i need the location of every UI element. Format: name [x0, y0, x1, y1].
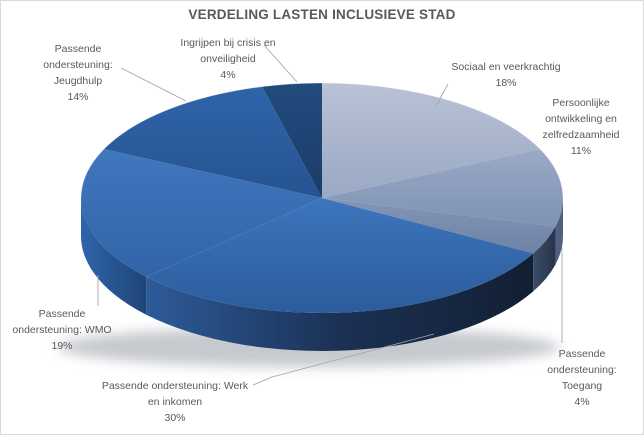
slice-label-jeugdhulp: Passende ondersteuning: Jeugdhulp 14%	[43, 43, 113, 103]
pie-slice-6	[262, 83, 322, 198]
pie-slice-5	[103, 86, 323, 198]
leader-lines	[97, 44, 563, 386]
slice-label-werk-en-inkomen: Passende ondersteuning: Werk en inkomen …	[101, 380, 249, 424]
slice-label-crisis: Ingrijpen bij crisis en onveiligheid 4%	[180, 37, 276, 81]
pie-slice-side-3	[146, 253, 534, 352]
pie-slice-0	[322, 83, 541, 198]
slice-label-wmo: Passende ondersteuning: WMO 19%	[12, 308, 112, 352]
leader-line-crisis	[263, 44, 298, 83]
slice-label-toegang: Passende ondersteuning: Toegang 4%	[547, 348, 617, 408]
pie-slice-3	[146, 198, 534, 313]
chart-title: VERDELING LASTEN INCLUSIEVE STAD	[188, 7, 456, 22]
pie-slice-side-2	[533, 226, 556, 292]
pie-slice-2	[322, 198, 556, 254]
slice-label-sociaal-en-veerkrachtig: Sociaal en veerkrachtig 18%	[451, 61, 561, 89]
pie-slice-4	[80, 149, 322, 277]
slice-label-persoonlijke-ontwikkeling: Persoonlijke ontwikkeling en zelfredzaam…	[542, 97, 620, 157]
pie-3d	[58, 82, 564, 367]
pie-slice-1	[322, 149, 563, 227]
pie-slice-side-4	[81, 198, 147, 315]
pie-rim-highlight	[80, 82, 564, 199]
leader-line-sociaal	[435, 83, 449, 107]
pie-slice-side-1	[555, 198, 563, 265]
leader-line-werk	[252, 333, 435, 386]
leader-line-jeugdhulp	[120, 67, 187, 102]
